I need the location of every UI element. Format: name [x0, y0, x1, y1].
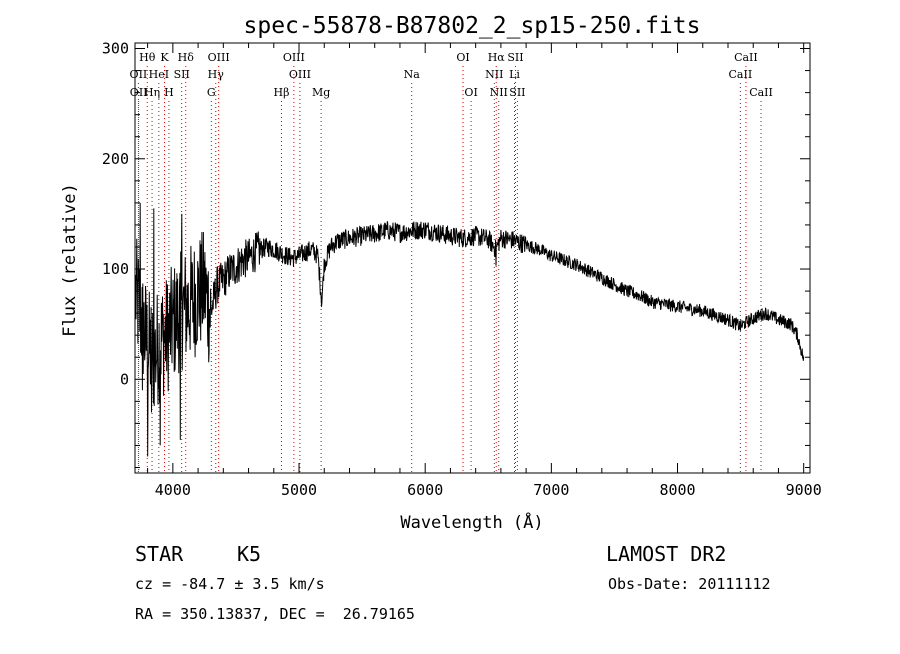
spectral-line-label: HeI	[149, 68, 169, 81]
x-tick-label: 4000	[155, 481, 191, 499]
spectral-line-label: Hδ	[178, 51, 195, 64]
object-subclass: K5	[237, 542, 262, 566]
spectral-line-label: Mg	[312, 86, 330, 99]
spectral-line-label: Li	[509, 68, 520, 81]
y-tick-label: 300	[102, 40, 129, 58]
observation-date: Obs-Date: 20111112	[608, 575, 771, 593]
y-tick-label: 100	[102, 260, 129, 278]
coordinates-readout: RA = 350.13837, DEC = 26.79165	[135, 605, 415, 623]
spectral-line-label: NII	[490, 86, 508, 99]
spectral-line-label: Na	[404, 68, 421, 81]
redshift-readout: cz = -84.7 ± 3.5 km/s	[135, 575, 325, 593]
axis-ticks: 4000 5000 6000 7000 8000 9000 0 100 200 300	[102, 40, 822, 499]
spectral-line-label: K	[160, 51, 169, 64]
spectrum-line	[135, 202, 805, 457]
spectral-line-label: OIII	[208, 51, 230, 64]
x-tick-label: 9000	[786, 481, 822, 499]
spectral-line-label: OIII	[283, 51, 305, 64]
plot-frame	[134, 42, 811, 474]
x-tick-label: 7000	[533, 481, 569, 499]
spectral-line-label: H	[164, 86, 174, 99]
spectrum-series	[135, 202, 805, 457]
spectral-line-label: Hγ	[208, 68, 225, 81]
x-tick-label: 6000	[407, 481, 443, 499]
spectral-line-label: G	[207, 86, 216, 99]
spectral-line-label: SII	[507, 51, 523, 64]
spectral-line-label: NII	[485, 68, 503, 81]
spectral-line-label: Hα	[488, 51, 506, 64]
spectral-line-markers	[137, 66, 762, 473]
spectral-line-label: Hη	[144, 86, 160, 99]
chart-title: spec-55878-B87802_2_sp15-250.fits	[244, 13, 701, 39]
spectral-line-label: OI	[456, 51, 469, 64]
spectral-line-label: Hβ	[274, 86, 290, 99]
spectral-line-label: OII	[130, 68, 148, 81]
spectral-line-label: SII	[509, 86, 525, 99]
spectral-line-label: OI	[464, 86, 477, 99]
x-axis-label: Wavelength (Å)	[400, 511, 543, 533]
spectral-line-label: CaII	[749, 86, 773, 99]
y-tick-label: 0	[120, 370, 129, 388]
y-axis-label: Flux (relative)	[60, 183, 80, 337]
object-class: STAR	[135, 542, 184, 566]
spectral-line-label: CaII	[729, 68, 753, 81]
spectral-line-label: Hθ	[139, 51, 156, 64]
y-tick-label: 200	[102, 150, 129, 168]
x-tick-label: 8000	[659, 481, 695, 499]
spectral-line-label: SII	[174, 68, 190, 81]
spectral-line-label: OIII	[289, 68, 311, 81]
spectral-line-label: CaII	[734, 51, 758, 64]
x-tick-label: 5000	[281, 481, 317, 499]
survey-name: LAMOST DR2	[606, 542, 727, 566]
